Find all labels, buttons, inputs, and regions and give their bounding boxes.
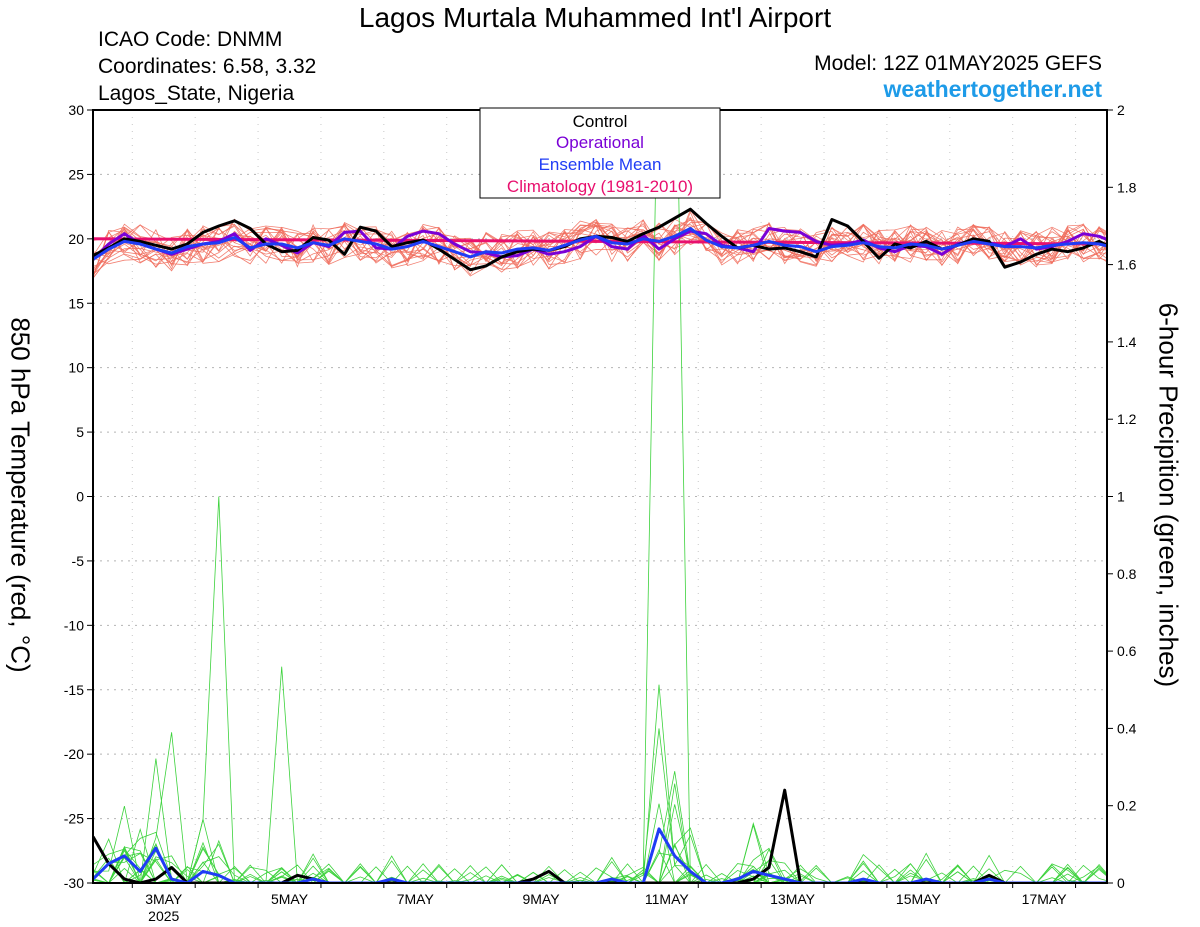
x-tick-label: 17MAY (1022, 891, 1068, 907)
left-tick-label: 10 (68, 360, 84, 376)
precip-member-line (93, 803, 1107, 883)
coordinates: Coordinates: 6.58, 3.32 (98, 55, 317, 78)
right-tick-label: 1.2 (1117, 411, 1137, 427)
left-tick-label: 25 (68, 166, 84, 182)
left-tick-label: 20 (68, 231, 84, 247)
left-tick-label: -30 (64, 875, 84, 891)
precip-member-line (93, 823, 1107, 883)
left-tick-label: -25 (64, 811, 84, 827)
right-tick-label: 0.2 (1117, 798, 1137, 814)
legend-control: Control (573, 112, 628, 131)
left-tick-label: -10 (64, 617, 84, 633)
precip-member-line (93, 838, 1107, 883)
x-tick-label: 11MAY (645, 891, 689, 907)
x-tick-label: 5MAY (271, 891, 309, 907)
axes: 302520151050-5-10-15-20-25-3021.81.61.41… (64, 102, 1137, 924)
model-run: Model: 12Z 01MAY2025 GEFS (814, 52, 1102, 75)
left-tick-label: -5 (72, 553, 85, 569)
right-tick-label: 0 (1117, 875, 1125, 891)
x-tick-label: 15MAY (896, 891, 942, 907)
legend: Control Operational Ensemble Mean Climat… (479, 107, 721, 199)
precip-member-line (93, 758, 1107, 883)
precip-member-line (93, 684, 1107, 883)
chart-title: Lagos Murtala Muhammed Int'l Airport (358, 2, 832, 33)
x-tick-label: 13MAY (770, 891, 816, 907)
icao-code: ICAO Code: DNMM (98, 28, 283, 51)
right-tick-label: 0.4 (1117, 720, 1137, 736)
year-label: 2025 (148, 908, 179, 924)
right-tick-label: 1.4 (1117, 334, 1137, 350)
series (93, 207, 1107, 883)
legend-operational: Operational (556, 133, 644, 152)
left-tick-label: -20 (64, 746, 84, 762)
legend-ensemble-mean: Ensemble Mean (539, 155, 662, 174)
left-tick-label: 5 (76, 424, 84, 440)
left-tick-label: 0 (76, 489, 84, 505)
temp-ensemble-mean-line (93, 227, 1107, 261)
x-tick-label: 9MAY (522, 891, 560, 907)
precip-control-line (93, 788, 1107, 883)
precip-member-line (93, 845, 1107, 883)
right-tick-label: 1.8 (1117, 179, 1137, 195)
x-tick-label: 3MAY (145, 891, 183, 907)
right-tick-label: 0.8 (1117, 566, 1137, 582)
temp-control-line (93, 207, 1107, 272)
right-tick-label: 1 (1117, 489, 1125, 505)
legend-climatology: Climatology (1981-2010) (507, 177, 693, 196)
x-tick-label: 7MAY (397, 891, 435, 907)
temp-member-line (93, 223, 1107, 278)
left-tick-label: -15 (64, 682, 84, 698)
right-tick-label: 2 (1117, 102, 1125, 118)
left-tick-label: 30 (68, 102, 84, 118)
precip-ensemble-mean-line (93, 827, 1107, 883)
right-tick-label: 1.6 (1117, 257, 1137, 273)
location: Lagos_State, Nigeria (98, 82, 295, 105)
right-tick-label: 0.6 (1117, 643, 1137, 659)
left-tick-label: 15 (68, 295, 84, 311)
legend-box (479, 107, 721, 199)
site-link[interactable]: weathertogether.net (883, 76, 1102, 102)
precip-member-line (93, 728, 1107, 883)
temp-member-line (93, 218, 1107, 277)
